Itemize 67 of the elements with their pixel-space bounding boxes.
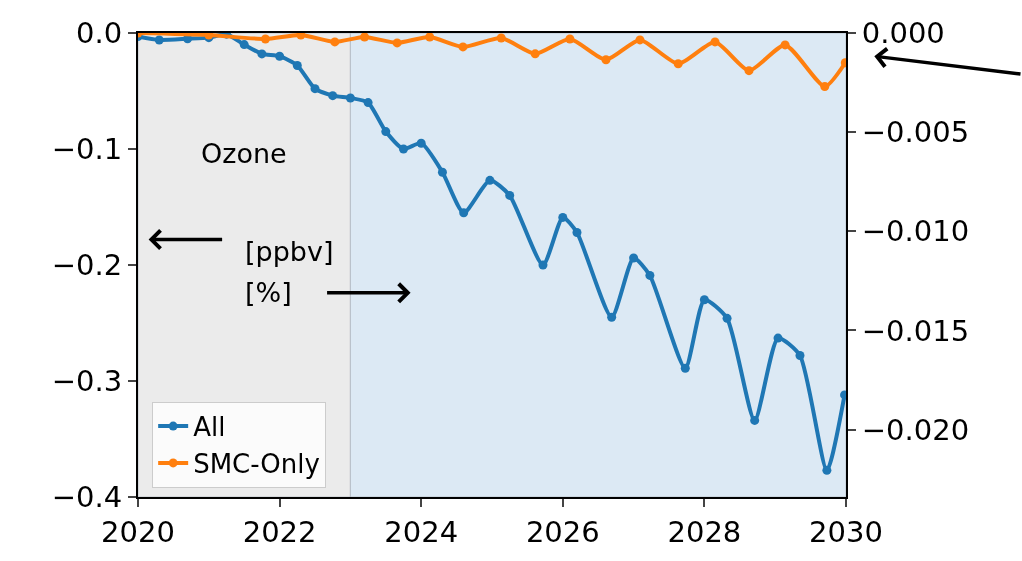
point	[699, 295, 709, 305]
point	[822, 465, 832, 475]
point	[710, 37, 720, 47]
x-tick-label: 2022	[242, 514, 317, 549]
y2-tick-label: −0.020	[861, 412, 970, 447]
y2-tick-label: −0.005	[861, 115, 970, 150]
point	[744, 66, 754, 76]
point	[292, 60, 302, 70]
y-tick-label: −0.2	[51, 248, 123, 283]
y-tick-label: −0.4	[51, 480, 123, 515]
point	[154, 35, 164, 45]
point	[425, 33, 435, 42]
point	[820, 82, 830, 92]
annotation: [%]	[245, 277, 292, 308]
point	[505, 190, 515, 200]
point	[310, 84, 320, 94]
point	[275, 51, 285, 61]
point	[296, 33, 306, 40]
point	[530, 49, 540, 59]
point	[330, 37, 340, 47]
point	[635, 35, 645, 45]
point	[601, 55, 611, 65]
point	[565, 34, 575, 44]
point	[485, 175, 495, 185]
x-tick-label: 2030	[809, 514, 883, 549]
x-tick-label: 2026	[525, 514, 600, 549]
point	[722, 313, 732, 323]
point	[260, 34, 270, 44]
y-tick-label: −0.3	[51, 364, 123, 399]
legend-label: SMC-Only	[193, 449, 320, 480]
point	[538, 260, 548, 270]
annotation: [ppbv]	[245, 236, 334, 267]
point	[459, 208, 469, 218]
point	[345, 93, 355, 103]
point	[607, 312, 617, 322]
point	[363, 98, 373, 108]
point	[496, 33, 506, 43]
point	[458, 42, 468, 52]
annotation: Ozone	[201, 138, 287, 169]
point	[381, 127, 391, 137]
point	[645, 270, 655, 280]
point	[328, 91, 338, 101]
point	[360, 33, 370, 42]
point	[416, 138, 426, 148]
point	[780, 40, 790, 50]
point	[773, 333, 783, 343]
x-tick-label: 2028	[667, 514, 742, 549]
point	[399, 144, 408, 154]
point	[392, 38, 402, 48]
point	[572, 228, 582, 238]
point	[629, 253, 639, 263]
point	[795, 350, 805, 360]
y2-tick-label: −0.010	[861, 214, 970, 249]
legend-label: All	[193, 412, 226, 443]
point	[239, 40, 249, 50]
point	[437, 167, 447, 177]
point	[558, 212, 568, 222]
x-tick-label: 2020	[101, 514, 175, 549]
x-tick-label: 2024	[384, 514, 459, 549]
y2-tick-label: 0.000	[861, 16, 945, 51]
point	[750, 415, 760, 425]
y-tick-label: 0.0	[76, 16, 123, 51]
y2-tick-label: −0.015	[861, 313, 970, 348]
point	[673, 59, 683, 69]
y-tick-label: −0.1	[51, 132, 123, 167]
point	[257, 49, 267, 59]
point	[680, 363, 690, 373]
